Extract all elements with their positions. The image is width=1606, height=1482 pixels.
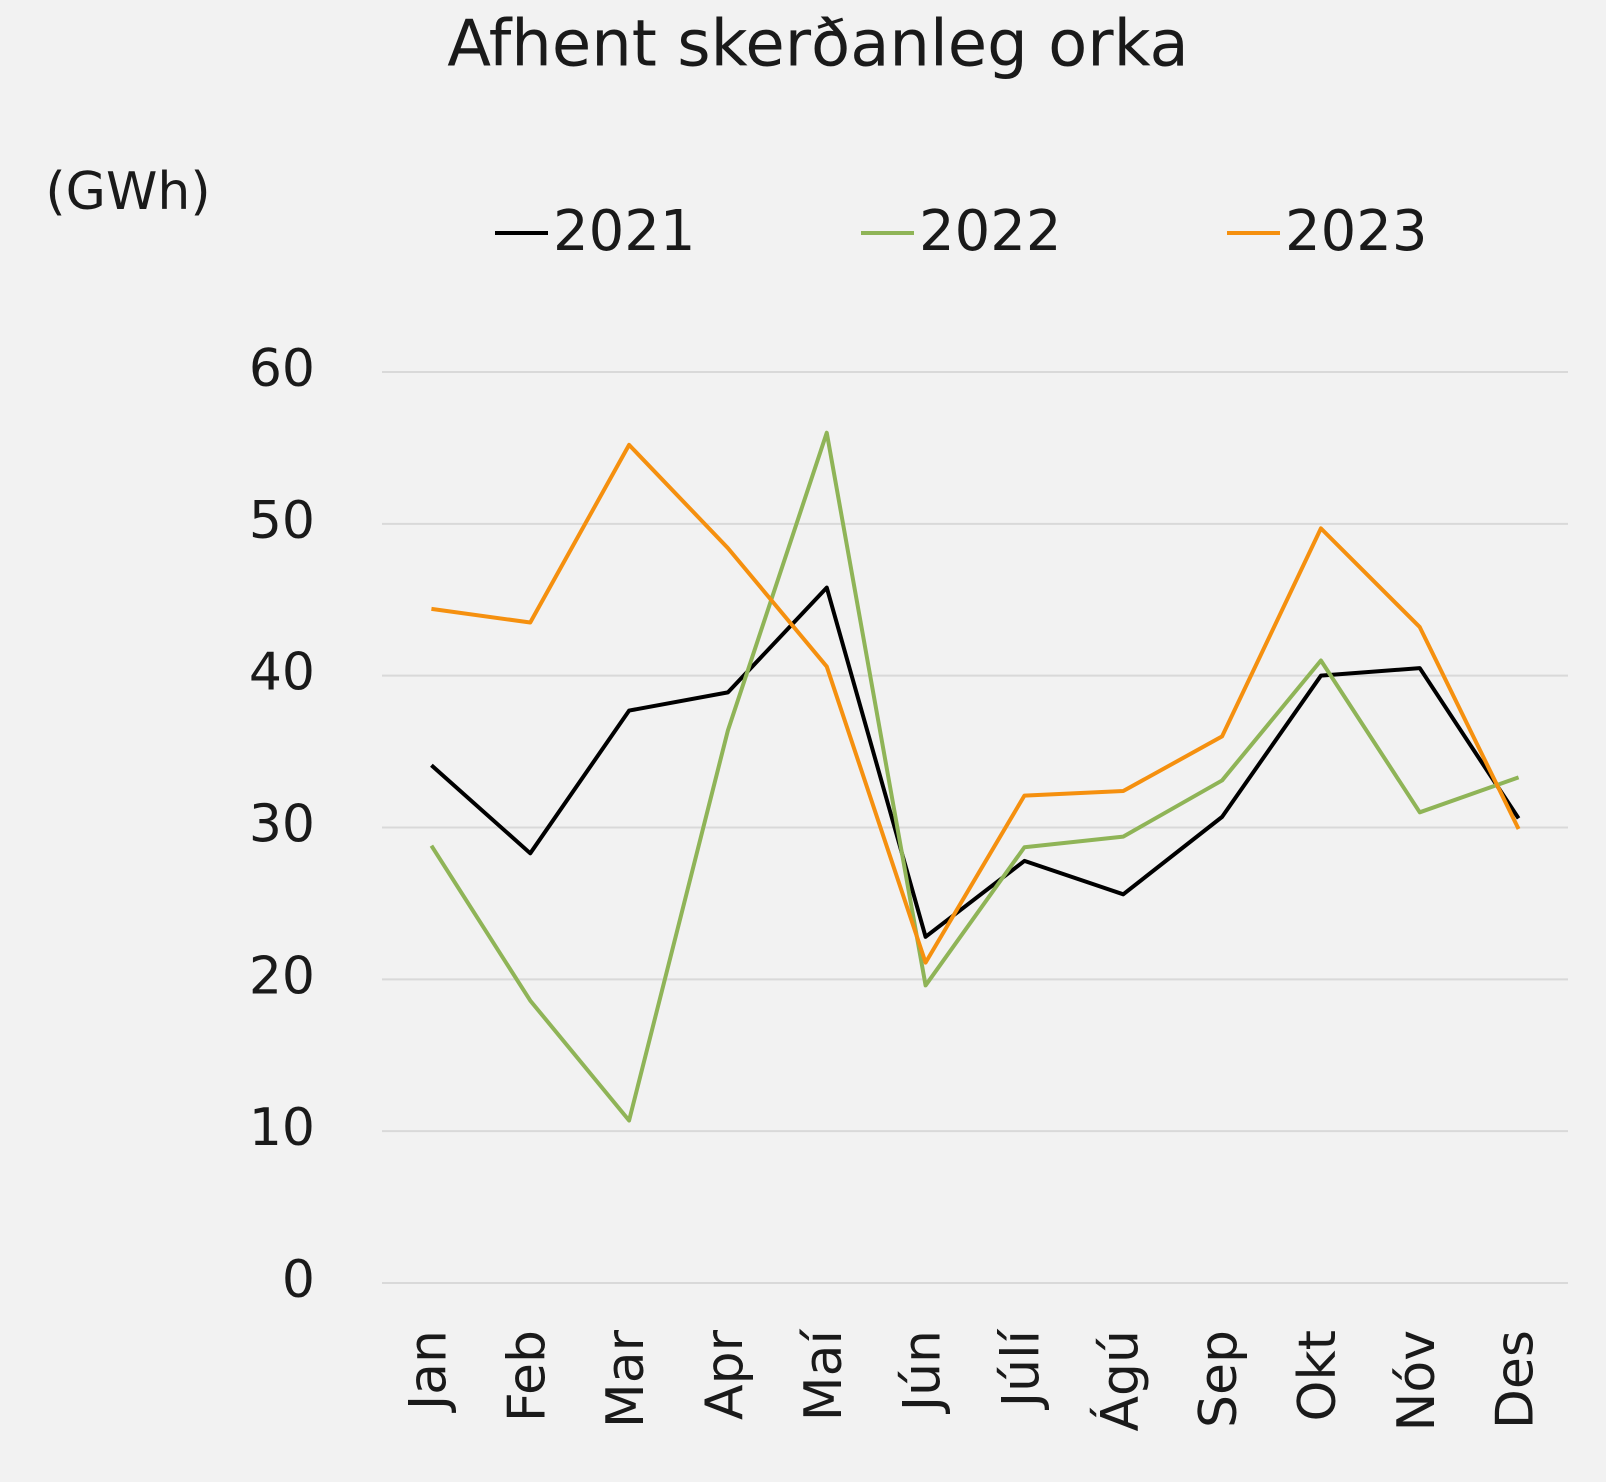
line-series — [429, 430, 1520, 1123]
line-series — [431, 442, 1521, 965]
y-axis-label: (GWh) — [45, 162, 210, 222]
y-tick-label: 30 — [249, 795, 315, 855]
x-tick-label: Feb — [497, 1330, 557, 1422]
chart: Afhent skerðanleg orka (GWh) 0 10 20 30 40 50… — [0, 0, 1568, 1447]
x-tick-label: Sep — [1189, 1330, 1249, 1428]
x-tick-label: Júlí — [991, 1328, 1051, 1410]
x-tick-label: Mar — [596, 1329, 656, 1428]
y-tick-label: 50 — [249, 491, 315, 551]
x-tick-label: Maí — [794, 1328, 854, 1421]
chart-title: Afhent skerðanleg orka — [447, 8, 1188, 82]
legend-label: 2023 — [1285, 199, 1428, 264]
x-tick-label: Jan — [398, 1330, 458, 1413]
legend-label: 2022 — [919, 199, 1062, 264]
x-tick-label: Jún — [893, 1330, 953, 1414]
y-tick-label: 20 — [249, 946, 315, 1006]
legend-label: 2021 — [553, 199, 696, 264]
y-tick-label: 40 — [249, 643, 315, 703]
x-tick-label: Apr — [695, 1329, 755, 1420]
x-tick-label: Nóv — [1387, 1330, 1447, 1432]
y-tick-label: 0 — [282, 1250, 315, 1310]
x-tick-label: Des — [1486, 1330, 1546, 1429]
x-tick-label: Ágú — [1089, 1330, 1150, 1432]
line-series — [430, 585, 1521, 939]
x-tick-label: Okt — [1288, 1330, 1348, 1421]
y-tick-label: 10 — [249, 1098, 315, 1158]
background — [0, 0, 1568, 1447]
y-tick-label: 60 — [249, 339, 315, 399]
